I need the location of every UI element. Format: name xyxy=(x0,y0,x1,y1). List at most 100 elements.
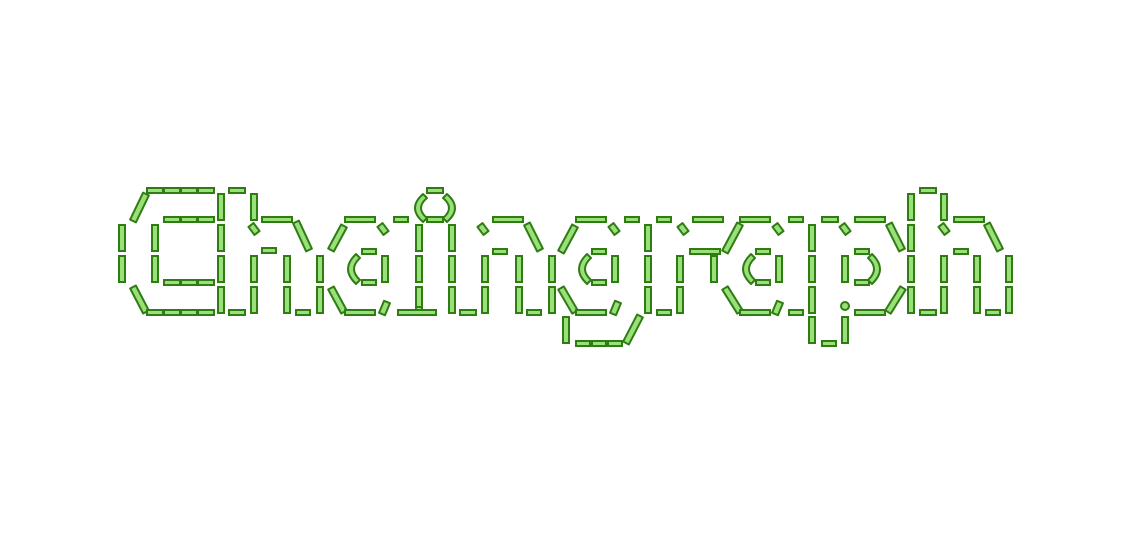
logo-pipe-stroke xyxy=(644,255,652,283)
logo-pipe-stroke xyxy=(1005,255,1013,283)
logo-underscore-stroke xyxy=(575,309,607,316)
logo-pipe-stroke xyxy=(940,286,948,314)
logo-pipe-stroke xyxy=(611,255,619,283)
logo-pipe-stroke xyxy=(250,286,258,314)
logo-underscore-stroke xyxy=(361,248,377,255)
logo-slash-stroke xyxy=(884,285,907,315)
logo-pipe-stroke xyxy=(548,286,556,314)
logo-tick-stroke xyxy=(937,222,951,236)
logo-paren-stroke xyxy=(578,253,592,285)
logo-slash-stroke xyxy=(557,223,579,255)
logo-pipe-stroke xyxy=(415,224,423,252)
logo-underscore-stroke xyxy=(591,279,607,286)
logo-underscore-stroke xyxy=(755,279,771,286)
logo-pipe-stroke xyxy=(250,193,258,221)
logo-underscore-stroke xyxy=(624,216,640,223)
logo-pipe-stroke xyxy=(775,255,783,283)
logo-underscore-stroke xyxy=(656,216,672,223)
logo-underscore-stroke xyxy=(397,309,437,316)
logo-tick-stroke xyxy=(838,222,852,236)
logo-pipe-stroke xyxy=(808,316,816,344)
logo-underscore-stroke xyxy=(261,247,277,254)
logo-underscore-stroke xyxy=(755,248,771,255)
logo-tick-stroke xyxy=(607,222,621,236)
logo-pipe-stroke xyxy=(250,255,258,283)
logo-paren-stroke xyxy=(742,253,756,285)
logo-pipe-stroke xyxy=(710,255,718,283)
logo-pipe-stroke xyxy=(415,286,423,308)
logo-underscore-stroke xyxy=(163,187,181,194)
logo-pipe-stroke xyxy=(515,255,523,283)
logo-underscore-stroke xyxy=(361,279,377,286)
logo-underscore-stroke xyxy=(739,216,771,223)
logo-pipe-stroke xyxy=(1005,286,1013,314)
logo-pipe-stroke xyxy=(283,255,291,283)
logo-underscore-stroke xyxy=(821,340,837,347)
logo-pipe-stroke xyxy=(907,193,915,221)
logo-tick-stroke xyxy=(771,222,785,236)
logo-pipe-stroke xyxy=(940,255,948,283)
logo-underscore-stroke xyxy=(163,279,181,286)
logo-pipe-stroke xyxy=(217,286,225,314)
logo-slash-stroke xyxy=(622,313,644,346)
logo-underscore-stroke xyxy=(180,279,198,286)
logo-underscore-stroke xyxy=(788,309,804,316)
logo-underscore-stroke xyxy=(854,216,886,223)
logo-pipe-stroke xyxy=(283,286,291,314)
logo-pipe-stroke xyxy=(415,255,423,283)
logo-underscore-stroke xyxy=(575,340,591,347)
logo-pipe-stroke xyxy=(448,255,456,283)
logo-pipe-stroke xyxy=(808,224,816,252)
logo-underscore-stroke xyxy=(228,309,246,316)
logo-underscore-stroke xyxy=(854,309,886,316)
logo-underscore-stroke xyxy=(689,248,721,255)
logo-slash-stroke xyxy=(129,191,150,224)
logo-slash-stroke xyxy=(557,285,579,315)
logo-underscore-stroke xyxy=(197,187,215,194)
logo-pipe-stroke xyxy=(217,255,225,283)
logo-pipe-stroke xyxy=(841,255,849,283)
logo-underscore-stroke xyxy=(919,309,937,316)
logo-pipe-stroke xyxy=(316,286,324,314)
logo-underscore-stroke xyxy=(526,309,542,316)
logo-pipe-stroke xyxy=(381,255,389,283)
logo-pipe-stroke xyxy=(907,255,915,283)
logo-pipe-stroke xyxy=(316,255,324,283)
logo-pipe-stroke xyxy=(808,255,816,283)
logo-underscore-stroke xyxy=(919,187,937,194)
logo-pipe-stroke xyxy=(217,193,225,221)
logo-underscore-stroke xyxy=(492,216,524,223)
logo-underscore-stroke xyxy=(228,187,246,194)
logo-dot xyxy=(840,301,850,311)
logo-underscore-stroke xyxy=(591,248,607,255)
logo-pipe-stroke xyxy=(151,255,159,283)
logo-pipe-stroke xyxy=(151,224,159,252)
logo-tick-stroke xyxy=(376,222,390,236)
logo-underscore-stroke xyxy=(426,187,444,194)
logo-underscore-stroke xyxy=(788,216,804,223)
logo-underscore-stroke xyxy=(854,248,870,255)
logo-pipe-stroke xyxy=(973,286,981,314)
logo-slash-stroke xyxy=(885,221,906,253)
logo-pipe-stroke xyxy=(676,286,684,314)
logo-underscore-stroke xyxy=(739,309,771,316)
logo-pipe-stroke xyxy=(907,286,915,314)
logo-paren-stroke xyxy=(414,193,428,223)
logo-underscore-stroke xyxy=(344,216,376,223)
logo-underscore-stroke xyxy=(393,216,409,223)
logo-pipe-stroke xyxy=(644,224,652,252)
logo-pipe-stroke xyxy=(940,193,948,221)
logo-underscore-stroke xyxy=(344,309,376,316)
logo-pipe-stroke xyxy=(562,316,570,344)
logo-pipe-stroke xyxy=(808,286,816,314)
logo-comma-stroke xyxy=(771,299,784,317)
logo-pipe-stroke xyxy=(907,224,915,252)
logo-tick-stroke xyxy=(476,222,490,236)
logo-pipe-stroke xyxy=(118,224,126,252)
logo-pipe-stroke xyxy=(644,286,652,314)
logo-underscore-stroke xyxy=(146,309,164,316)
logo-underscore-stroke xyxy=(985,309,1001,316)
logo-tick-stroke xyxy=(247,222,261,236)
